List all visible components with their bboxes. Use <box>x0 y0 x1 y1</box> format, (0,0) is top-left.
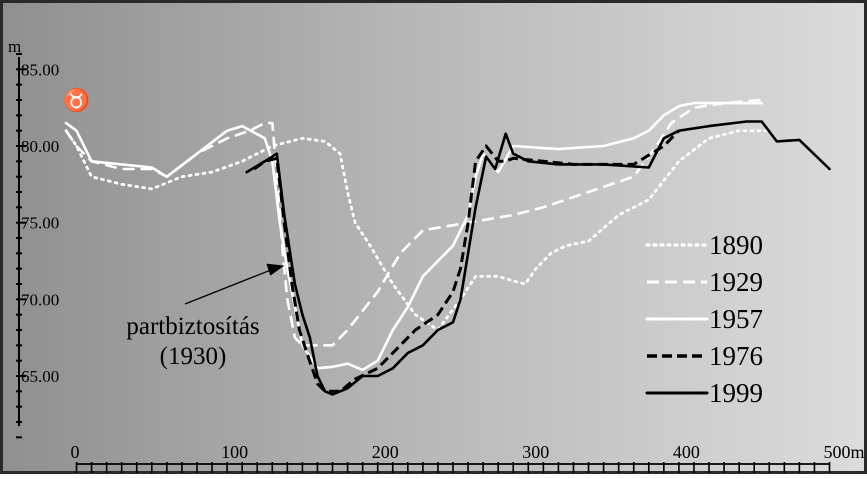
legend-label-1999: 1999 <box>709 378 763 408</box>
marker-symbol: ♉ <box>63 88 90 113</box>
annotation-line1: partbiztosítás <box>126 313 259 340</box>
annotation-line2: (1930) <box>160 343 227 370</box>
series-1976-line <box>253 129 680 393</box>
x-tick-label: 500m <box>824 442 865 462</box>
series-1929-line <box>64 98 762 347</box>
legend-label-1957: 1957 <box>709 304 763 334</box>
axes: m85.00 80.00 75.00 70.00 65.00 0 100 200 300 400 5… <box>8 37 865 473</box>
x-tick-label: 200 <box>372 442 399 462</box>
legend: 1890 1929 1957 1976 1999 <box>645 230 763 408</box>
y-tick-label: 85.00 <box>21 60 59 79</box>
x-tick-label: 300 <box>522 442 549 462</box>
legend-label-1929: 1929 <box>709 267 763 297</box>
legend-label-1890: 1890 <box>709 230 763 260</box>
annotation-arrowhead <box>266 263 285 276</box>
y-axis-label: m <box>8 37 21 56</box>
y-tick-label: 80.00 <box>21 137 59 156</box>
y-tick-label: 70.00 <box>21 290 59 309</box>
legend-label-1976: 1976 <box>709 341 763 371</box>
x-tick-label: 400 <box>673 442 700 462</box>
series-1890-line <box>64 129 771 332</box>
annotation: partbiztosítás (1930) <box>126 263 285 370</box>
y-tick-label: 65.00 <box>21 367 59 386</box>
annotation-arrow <box>184 267 275 305</box>
series-1999-line <box>245 120 831 396</box>
series-1957-line <box>64 101 763 372</box>
series-lines <box>64 98 831 396</box>
x-tick-label: 100 <box>221 442 248 462</box>
y-tick-label: 75.00 <box>21 214 59 233</box>
x-tick-label: 0 <box>71 442 80 462</box>
